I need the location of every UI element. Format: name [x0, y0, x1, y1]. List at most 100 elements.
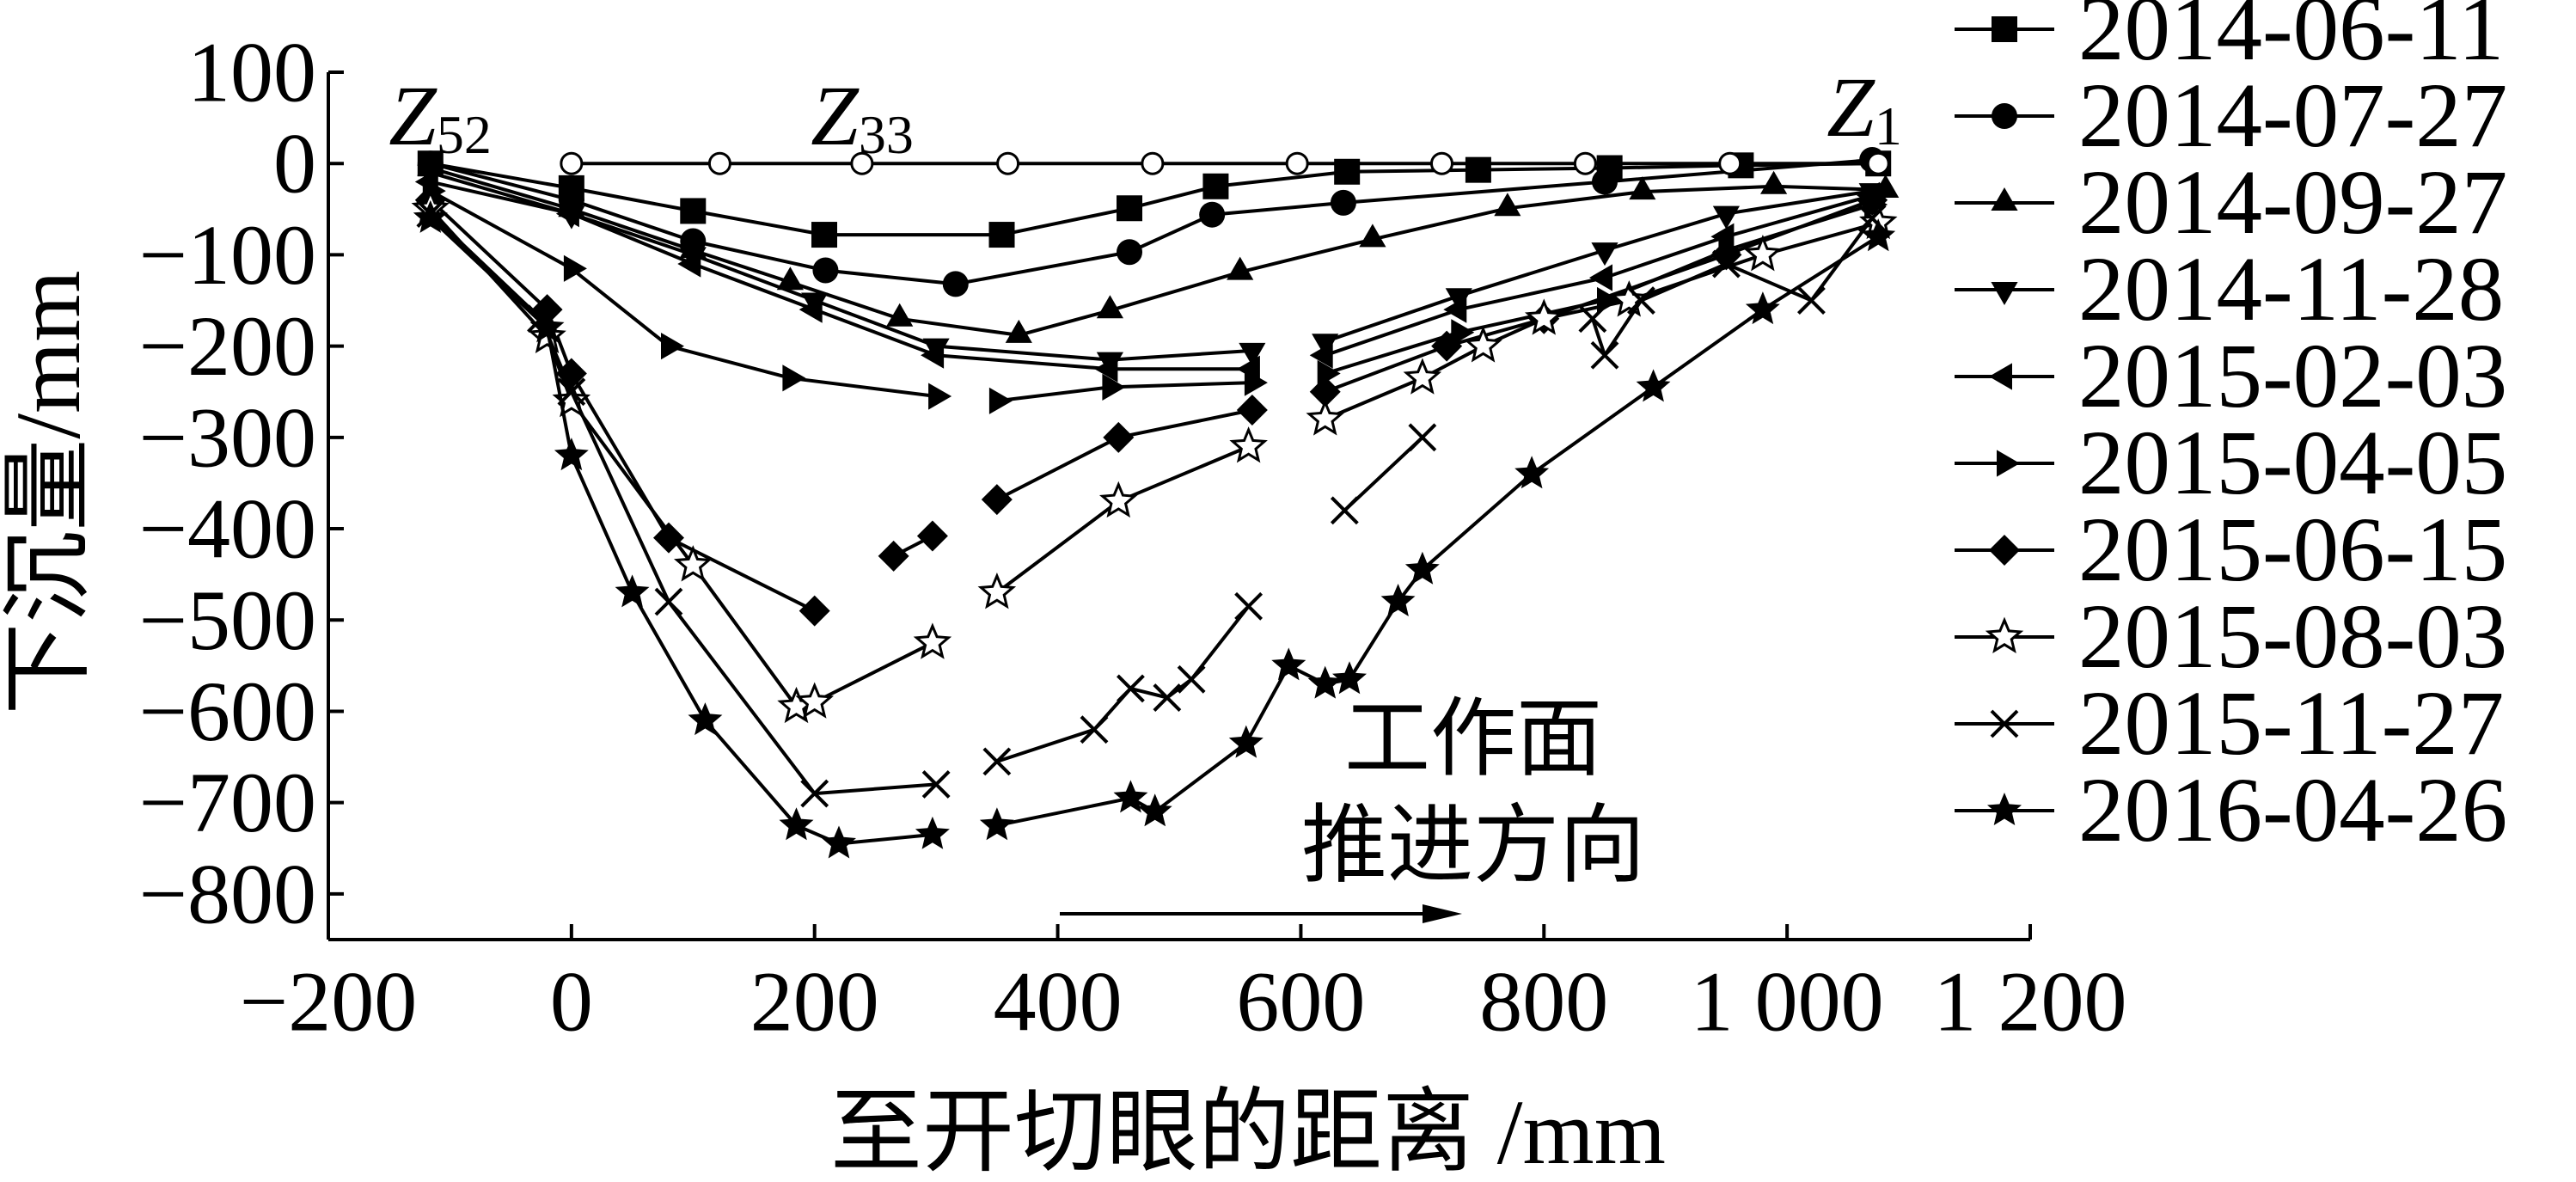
marker — [822, 825, 856, 859]
marker — [1141, 151, 1165, 175]
x-tick-label: 600 — [1236, 954, 1365, 1050]
x-tick-label: −200 — [240, 954, 417, 1050]
marker — [557, 377, 586, 407]
marker — [1309, 376, 1341, 407]
legend-label: 2015-02-03 — [2078, 326, 2507, 427]
marker — [1239, 342, 1266, 366]
marker — [798, 296, 823, 323]
marker — [413, 199, 448, 233]
marker — [1094, 355, 1118, 383]
marker — [688, 702, 723, 736]
marker — [1629, 176, 1656, 200]
marker — [1271, 647, 1306, 681]
annotation: Z33 — [811, 68, 914, 165]
marker — [1578, 304, 1607, 334]
marker — [1987, 793, 2022, 825]
marker — [1080, 715, 1109, 744]
marker — [915, 816, 950, 849]
marker — [1590, 340, 1619, 370]
marker — [1285, 151, 1309, 175]
marker — [795, 682, 835, 719]
marker — [977, 572, 1017, 609]
series-line — [430, 158, 1873, 286]
marker — [921, 341, 945, 369]
annotation-letter: Z — [811, 68, 860, 163]
marker — [1514, 456, 1550, 489]
annotation-subscript: 1 — [1875, 95, 1902, 156]
marker — [1627, 286, 1655, 315]
series-line — [429, 207, 1879, 709]
marker — [988, 222, 1015, 248]
marker — [1380, 584, 1416, 616]
marker — [1451, 319, 1475, 346]
marker — [529, 309, 565, 343]
marker — [1153, 683, 1182, 712]
marker — [850, 151, 874, 175]
marker — [1991, 282, 2018, 305]
x-tick-label: 400 — [994, 954, 1123, 1050]
marker — [878, 540, 909, 572]
marker — [1403, 358, 1442, 395]
marker — [707, 151, 731, 175]
marker — [563, 254, 587, 282]
y-tick-label: −700 — [139, 755, 316, 850]
marker — [1236, 394, 1268, 426]
marker — [1997, 450, 2020, 477]
marker — [1712, 205, 1740, 230]
marker — [782, 364, 806, 392]
marker — [1098, 481, 1138, 518]
arrow-label: 工作面 — [1344, 692, 1602, 787]
marker — [1591, 242, 1618, 266]
marker — [913, 622, 952, 659]
x-tick-label: 1 200 — [1934, 954, 2127, 1050]
marker — [1524, 298, 1563, 335]
marker — [1710, 239, 1742, 271]
marker — [680, 198, 707, 224]
x-tick-label: 200 — [750, 954, 879, 1050]
marker — [1573, 151, 1597, 175]
marker — [1177, 664, 1206, 694]
marker — [1113, 780, 1148, 813]
marker — [1866, 151, 1890, 175]
marker — [1760, 170, 1788, 194]
marker — [779, 807, 814, 841]
x-tick-label: 0 — [550, 954, 593, 1050]
marker — [1797, 286, 1826, 315]
marker — [1990, 709, 2019, 738]
marker — [1228, 725, 1264, 758]
marker — [1718, 151, 1742, 175]
marker — [928, 383, 952, 410]
marker — [1445, 288, 1472, 312]
marker — [1096, 295, 1123, 319]
marker — [1309, 341, 1333, 369]
marker — [673, 545, 713, 582]
marker — [988, 387, 1013, 414]
y-tick-label: −600 — [139, 664, 316, 759]
marker — [981, 484, 1013, 516]
marker — [677, 250, 701, 278]
marker — [654, 587, 683, 616]
legend-label: 2015-04-05 — [2078, 413, 2507, 514]
marker — [1465, 156, 1491, 183]
marker — [1404, 551, 1440, 585]
marker — [555, 200, 579, 228]
y-tick-label: −100 — [139, 207, 316, 303]
annotation: Z1 — [1826, 59, 1902, 156]
marker — [1234, 591, 1264, 621]
annotation: Z52 — [389, 68, 492, 165]
marker — [886, 303, 914, 327]
legend-label: 2014-06-11 — [2078, 0, 2504, 80]
marker — [1636, 369, 1671, 402]
x-axis-title: 至开切眼的距离 /mm — [830, 1082, 1666, 1182]
legend-label: 2015-06-15 — [2078, 499, 2507, 601]
legend-label: 2014-07-27 — [2078, 65, 2507, 167]
marker — [1494, 193, 1521, 217]
marker — [921, 770, 951, 799]
marker — [982, 747, 1012, 776]
annotation-subscript: 52 — [437, 104, 492, 165]
marker — [1330, 496, 1359, 525]
marker — [1244, 369, 1268, 396]
marker — [1117, 239, 1143, 266]
legend-label: 2015-11-27 — [2078, 673, 2504, 775]
